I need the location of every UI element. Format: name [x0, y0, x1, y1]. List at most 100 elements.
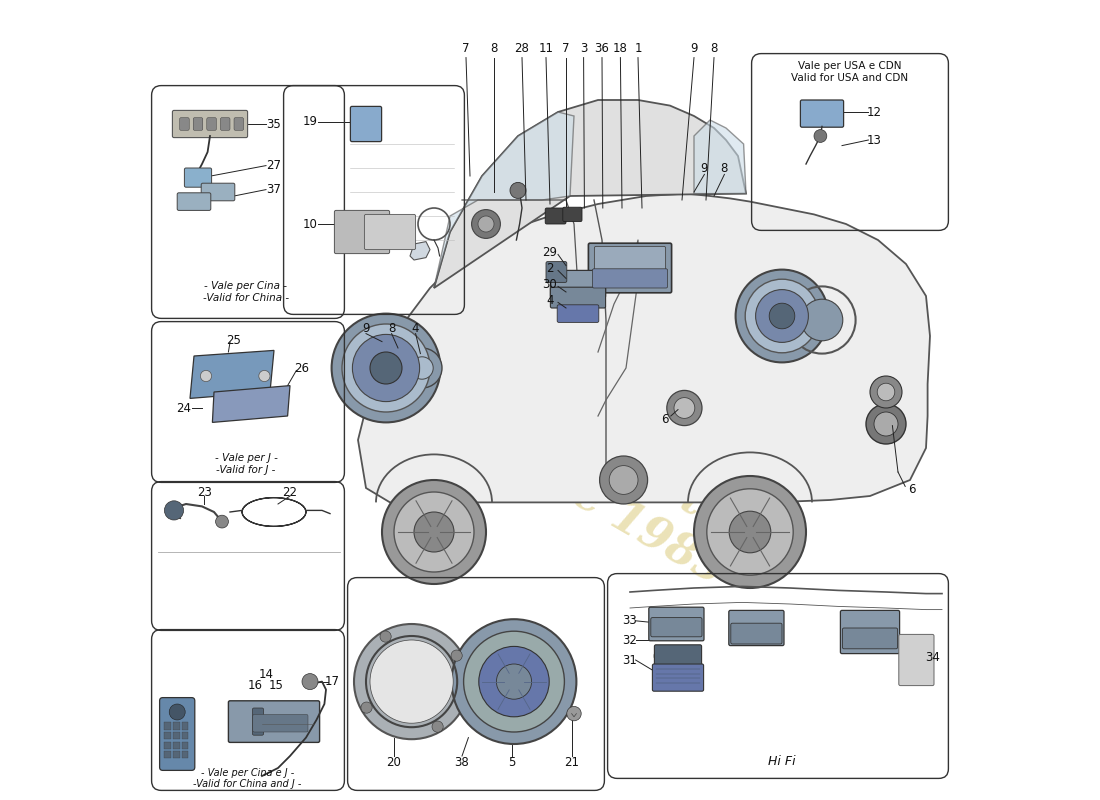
- Circle shape: [382, 480, 486, 584]
- Circle shape: [874, 412, 898, 436]
- Circle shape: [707, 489, 793, 575]
- FancyBboxPatch shape: [840, 610, 900, 654]
- Circle shape: [674, 398, 695, 418]
- Circle shape: [600, 456, 648, 504]
- Text: 20: 20: [386, 756, 402, 769]
- Polygon shape: [358, 194, 930, 502]
- Circle shape: [463, 678, 476, 690]
- Polygon shape: [190, 350, 274, 398]
- Text: 6: 6: [661, 413, 669, 426]
- FancyBboxPatch shape: [652, 664, 704, 691]
- Text: 32: 32: [623, 634, 637, 646]
- Circle shape: [478, 646, 549, 717]
- FancyBboxPatch shape: [546, 262, 566, 282]
- Text: 9: 9: [691, 42, 697, 54]
- Circle shape: [736, 270, 828, 362]
- FancyBboxPatch shape: [160, 698, 195, 770]
- Circle shape: [452, 619, 576, 744]
- FancyBboxPatch shape: [558, 305, 598, 322]
- Circle shape: [410, 357, 433, 379]
- Polygon shape: [410, 242, 430, 260]
- Text: 19: 19: [302, 115, 318, 128]
- Bar: [173, 751, 179, 758]
- FancyBboxPatch shape: [173, 110, 248, 138]
- FancyBboxPatch shape: [234, 118, 243, 130]
- FancyBboxPatch shape: [351, 106, 382, 142]
- Circle shape: [463, 631, 564, 732]
- Bar: [182, 742, 188, 749]
- FancyBboxPatch shape: [207, 118, 217, 130]
- Circle shape: [216, 515, 229, 528]
- Circle shape: [370, 352, 402, 384]
- Bar: [182, 722, 188, 730]
- Circle shape: [654, 648, 670, 664]
- Bar: [164, 732, 170, 739]
- Text: 22: 22: [283, 486, 297, 498]
- FancyBboxPatch shape: [729, 610, 784, 646]
- Circle shape: [745, 279, 818, 353]
- Circle shape: [510, 182, 526, 198]
- Bar: [173, 742, 179, 749]
- Text: 14: 14: [258, 668, 274, 681]
- FancyBboxPatch shape: [252, 708, 264, 735]
- Text: 30: 30: [542, 278, 558, 290]
- Text: 35: 35: [266, 118, 282, 130]
- Circle shape: [169, 704, 185, 720]
- Text: - Vale per Cina -
-Valid for China -: - Vale per Cina - -Valid for China -: [202, 282, 289, 302]
- Circle shape: [432, 721, 443, 732]
- Bar: [164, 751, 170, 758]
- Text: 21: 21: [564, 756, 579, 769]
- Bar: [182, 751, 188, 758]
- FancyBboxPatch shape: [201, 183, 234, 201]
- FancyBboxPatch shape: [546, 208, 566, 224]
- Text: 36: 36: [595, 42, 609, 54]
- Circle shape: [451, 650, 462, 661]
- Text: 7: 7: [562, 42, 570, 54]
- Circle shape: [814, 130, 827, 142]
- Circle shape: [258, 370, 270, 382]
- Circle shape: [361, 702, 372, 714]
- Circle shape: [302, 674, 318, 690]
- Circle shape: [870, 376, 902, 408]
- Bar: [164, 742, 170, 749]
- Circle shape: [609, 466, 638, 494]
- FancyBboxPatch shape: [194, 118, 202, 130]
- Circle shape: [756, 290, 808, 342]
- Polygon shape: [434, 112, 574, 288]
- Circle shape: [478, 216, 494, 232]
- Text: 4: 4: [411, 322, 419, 334]
- Circle shape: [414, 512, 454, 552]
- Text: 4: 4: [547, 294, 553, 306]
- FancyBboxPatch shape: [364, 214, 416, 250]
- FancyBboxPatch shape: [177, 193, 211, 210]
- FancyBboxPatch shape: [899, 634, 934, 686]
- Polygon shape: [434, 100, 746, 288]
- Text: 25: 25: [227, 334, 241, 346]
- Text: 8: 8: [388, 322, 395, 334]
- FancyBboxPatch shape: [801, 100, 844, 127]
- Circle shape: [496, 664, 531, 699]
- Text: 6: 6: [908, 483, 915, 496]
- FancyBboxPatch shape: [334, 210, 389, 254]
- FancyBboxPatch shape: [185, 168, 211, 187]
- Circle shape: [354, 624, 470, 739]
- Circle shape: [769, 303, 795, 329]
- Circle shape: [866, 404, 906, 444]
- Polygon shape: [212, 386, 290, 422]
- Text: 31: 31: [623, 654, 637, 666]
- Bar: [164, 722, 170, 730]
- Text: 8: 8: [720, 162, 728, 174]
- Text: 38: 38: [454, 756, 470, 769]
- Text: 12: 12: [867, 106, 881, 118]
- Text: 2: 2: [547, 262, 553, 274]
- FancyBboxPatch shape: [550, 270, 606, 298]
- Text: Vale per USA e CDN
Valid for USA and CDN: Vale per USA e CDN Valid for USA and CDN: [791, 62, 909, 82]
- FancyBboxPatch shape: [593, 269, 668, 288]
- Text: 26: 26: [295, 362, 309, 374]
- Polygon shape: [694, 120, 746, 194]
- Circle shape: [694, 476, 806, 588]
- Text: 27: 27: [266, 159, 282, 172]
- Text: 15: 15: [270, 679, 284, 692]
- Text: 13: 13: [867, 134, 881, 146]
- Circle shape: [402, 348, 442, 388]
